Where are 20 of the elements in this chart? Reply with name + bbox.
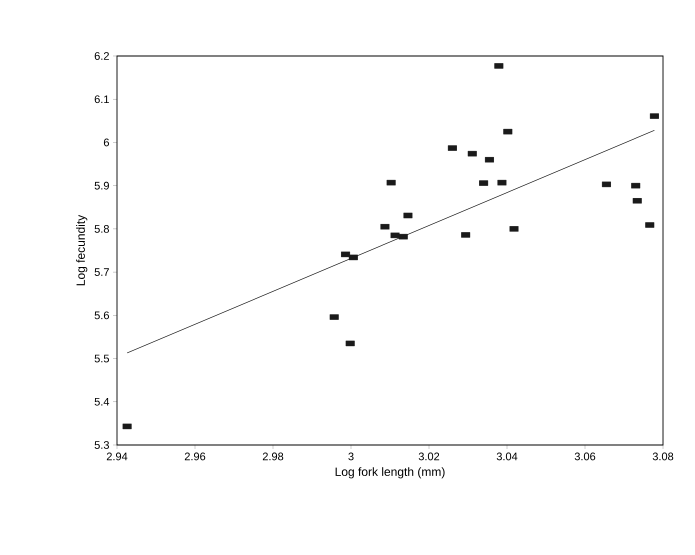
y-tick-label: 5.6 (94, 311, 109, 320)
y-tick-label: 5.3 (94, 441, 109, 449)
x-tick-label: 3.08 (652, 452, 674, 460)
y-tick-label: 5.5 (94, 354, 109, 362)
y-tick-label: 5.8 (94, 225, 109, 233)
x-tick-label: 2.98 (262, 452, 284, 460)
x-axis-title: Log fork length (mm) (336, 467, 445, 478)
x-tick-label: 3.02 (418, 452, 440, 460)
y-tick-label: 6.2 (94, 52, 109, 60)
y-tick-label: 5.4 (94, 398, 110, 406)
y-axis-title: Log fecundity (76, 214, 88, 286)
y-tick-label: 6 (104, 138, 109, 146)
y-tick-label: 5.9 (94, 182, 109, 190)
x-tick-label: 2.94 (106, 452, 128, 460)
x-tick-label: 3.04 (496, 452, 518, 460)
x-tick-label: 2.96 (184, 452, 206, 460)
x-tick-label: 3 (348, 452, 354, 460)
y-tick-label: 5.7 (94, 268, 109, 276)
y-tick-label: 6.1 (94, 95, 109, 104)
x-tick-label: 3.06 (574, 452, 596, 460)
